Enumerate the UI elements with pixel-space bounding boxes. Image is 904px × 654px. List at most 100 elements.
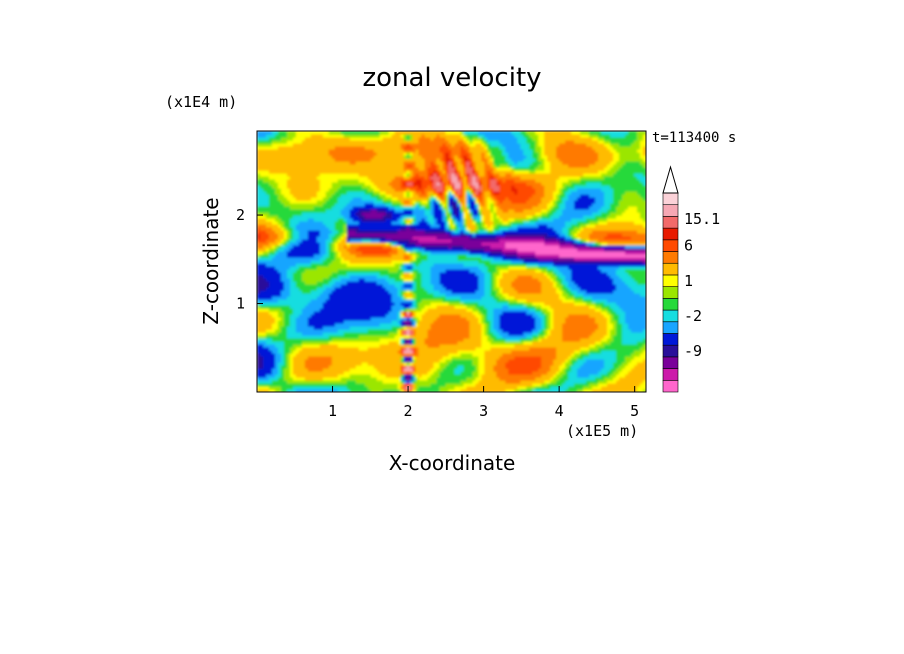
field-cell <box>352 377 357 381</box>
field-cell <box>280 356 285 360</box>
field-cell <box>382 362 387 366</box>
field-cell <box>334 290 339 294</box>
field-cell <box>292 155 297 159</box>
field-cell <box>265 155 270 159</box>
field-cell <box>262 221 267 225</box>
field-cell <box>397 371 402 375</box>
field-cell <box>355 206 360 210</box>
field-cell <box>334 194 339 198</box>
field-cell <box>379 371 384 375</box>
field-cell <box>257 248 261 252</box>
field-cell <box>295 275 300 279</box>
field-cell <box>343 134 348 138</box>
field-cell <box>274 278 279 282</box>
field-cell <box>337 296 342 300</box>
field-cell <box>328 140 333 144</box>
field-cell <box>343 176 348 180</box>
field-cell <box>367 188 372 192</box>
field-cell <box>319 170 324 174</box>
field-cell <box>367 359 372 363</box>
field-cell <box>352 134 357 138</box>
field-cell <box>274 374 279 378</box>
field-cell <box>394 347 399 351</box>
field-cell <box>358 155 363 159</box>
field-cell <box>301 317 306 321</box>
field-cell <box>316 203 321 207</box>
field-cell <box>319 278 324 282</box>
field-cell <box>394 329 399 333</box>
field-cell <box>265 335 270 339</box>
field-cell <box>298 368 303 372</box>
field-cell <box>328 251 333 255</box>
field-cell <box>391 341 396 345</box>
field-cell <box>259 365 264 369</box>
field-cell <box>307 320 312 324</box>
field-cell <box>403 356 408 360</box>
field-cell <box>286 140 291 144</box>
field-cell <box>277 293 282 297</box>
field-cell <box>310 161 315 165</box>
field-cell <box>280 281 285 285</box>
field-cell <box>403 221 408 225</box>
field-cell <box>298 365 303 369</box>
field-cell <box>406 251 411 255</box>
field-cell <box>364 341 369 345</box>
field-cell <box>397 176 402 180</box>
field-cell <box>304 263 309 267</box>
field-cell <box>358 143 363 147</box>
field-cell <box>376 137 381 141</box>
field-cell <box>325 293 330 297</box>
field-cell <box>361 173 366 177</box>
field-cell <box>295 206 300 210</box>
field-cell <box>337 176 342 180</box>
field-cell <box>277 212 282 216</box>
field-cell <box>355 314 360 318</box>
field-cell <box>331 182 336 186</box>
field-cell <box>310 182 315 186</box>
field-cell <box>295 320 300 324</box>
field-cell <box>343 278 348 282</box>
field-cell <box>343 266 348 270</box>
field-cell <box>257 131 261 135</box>
field-cell <box>361 131 366 135</box>
field-cell <box>292 167 297 171</box>
field-cell <box>313 359 318 363</box>
field-cell <box>319 167 324 171</box>
field-cell <box>301 245 306 249</box>
field-cell <box>257 218 261 222</box>
field-cell <box>283 371 288 375</box>
field-cell <box>415 350 420 354</box>
field-cell <box>257 380 261 384</box>
field-cell <box>409 248 414 252</box>
field-cell <box>412 200 417 204</box>
field-cell <box>340 329 345 333</box>
field-cell <box>268 266 273 270</box>
field-cell <box>334 203 339 207</box>
field-cell <box>394 317 399 321</box>
field-cell <box>391 350 396 354</box>
field-cell <box>277 245 282 249</box>
field-cell <box>373 338 378 342</box>
field-cell <box>349 251 354 255</box>
field-cell <box>403 200 408 204</box>
field-cell <box>295 365 300 369</box>
field-cell <box>325 236 330 240</box>
field-cell <box>283 275 288 279</box>
field-cell <box>262 365 267 369</box>
field-cell <box>397 266 402 270</box>
field-cell <box>352 362 357 366</box>
field-cell <box>385 266 390 270</box>
field-cell <box>307 278 312 282</box>
field-cell <box>298 167 303 171</box>
field-cell <box>388 332 393 336</box>
field-cell <box>337 212 342 216</box>
field-cell <box>388 185 393 189</box>
field-cell <box>346 383 351 387</box>
field-cell <box>325 299 330 303</box>
field-cell <box>406 155 411 159</box>
field-cell <box>334 155 339 159</box>
field-cell <box>289 176 294 180</box>
field-cell <box>322 377 327 381</box>
field-cell <box>349 377 354 381</box>
field-cell <box>400 350 405 354</box>
